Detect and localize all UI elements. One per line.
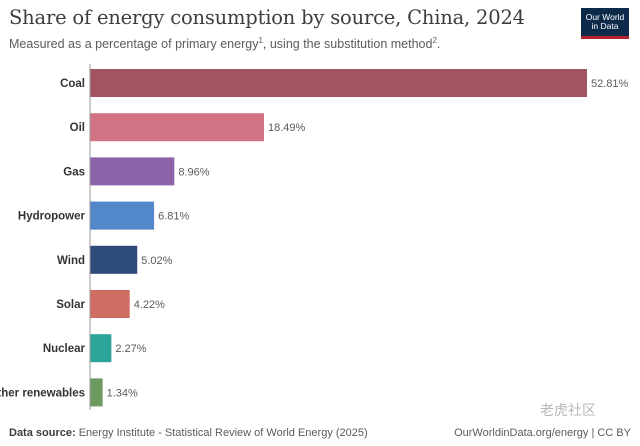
bar-gas[interactable] — [90, 157, 175, 186]
source-note: Data source: Energy Institute - Statisti… — [9, 427, 368, 439]
category-label: Coal — [60, 78, 85, 90]
bar-oil[interactable] — [90, 113, 265, 142]
bar-other-renewables[interactable] — [90, 378, 103, 407]
watermark: 老虎社区 — [540, 402, 596, 418]
category-label: Solar — [56, 299, 85, 311]
value-label: 1.34% — [107, 387, 138, 399]
bar-nuclear[interactable] — [90, 334, 112, 363]
chart-title: Share of energy consumption by source, C… — [9, 6, 525, 29]
bar-hydropower[interactable] — [90, 201, 155, 230]
value-label: 4.22% — [134, 299, 165, 311]
category-label: Other renewables — [0, 387, 85, 399]
category-label: Oil — [70, 122, 85, 134]
footer-link[interactable]: OurWorldinData.org/energy | CC BY — [454, 427, 631, 439]
category-label: Hydropower — [18, 211, 86, 223]
value-label: 52.81% — [591, 78, 629, 90]
category-label: Wind — [57, 255, 85, 267]
chart-subtitle: Measured as a percentage of primary ener… — [9, 36, 441, 52]
value-label: 2.27% — [115, 343, 146, 355]
category-label: Nuclear — [43, 343, 86, 355]
category-label: Gas — [63, 166, 85, 178]
bar-coal[interactable] — [90, 69, 587, 97]
value-label: 5.02% — [141, 255, 172, 267]
value-label: 8.96% — [178, 166, 209, 178]
bar-wind[interactable] — [90, 245, 138, 274]
bar-solar[interactable] — [90, 290, 130, 318]
owid-logo[interactable]: Our World in Data — [581, 8, 629, 39]
value-label: 6.81% — [158, 211, 189, 223]
value-label: 18.49% — [268, 122, 306, 134]
